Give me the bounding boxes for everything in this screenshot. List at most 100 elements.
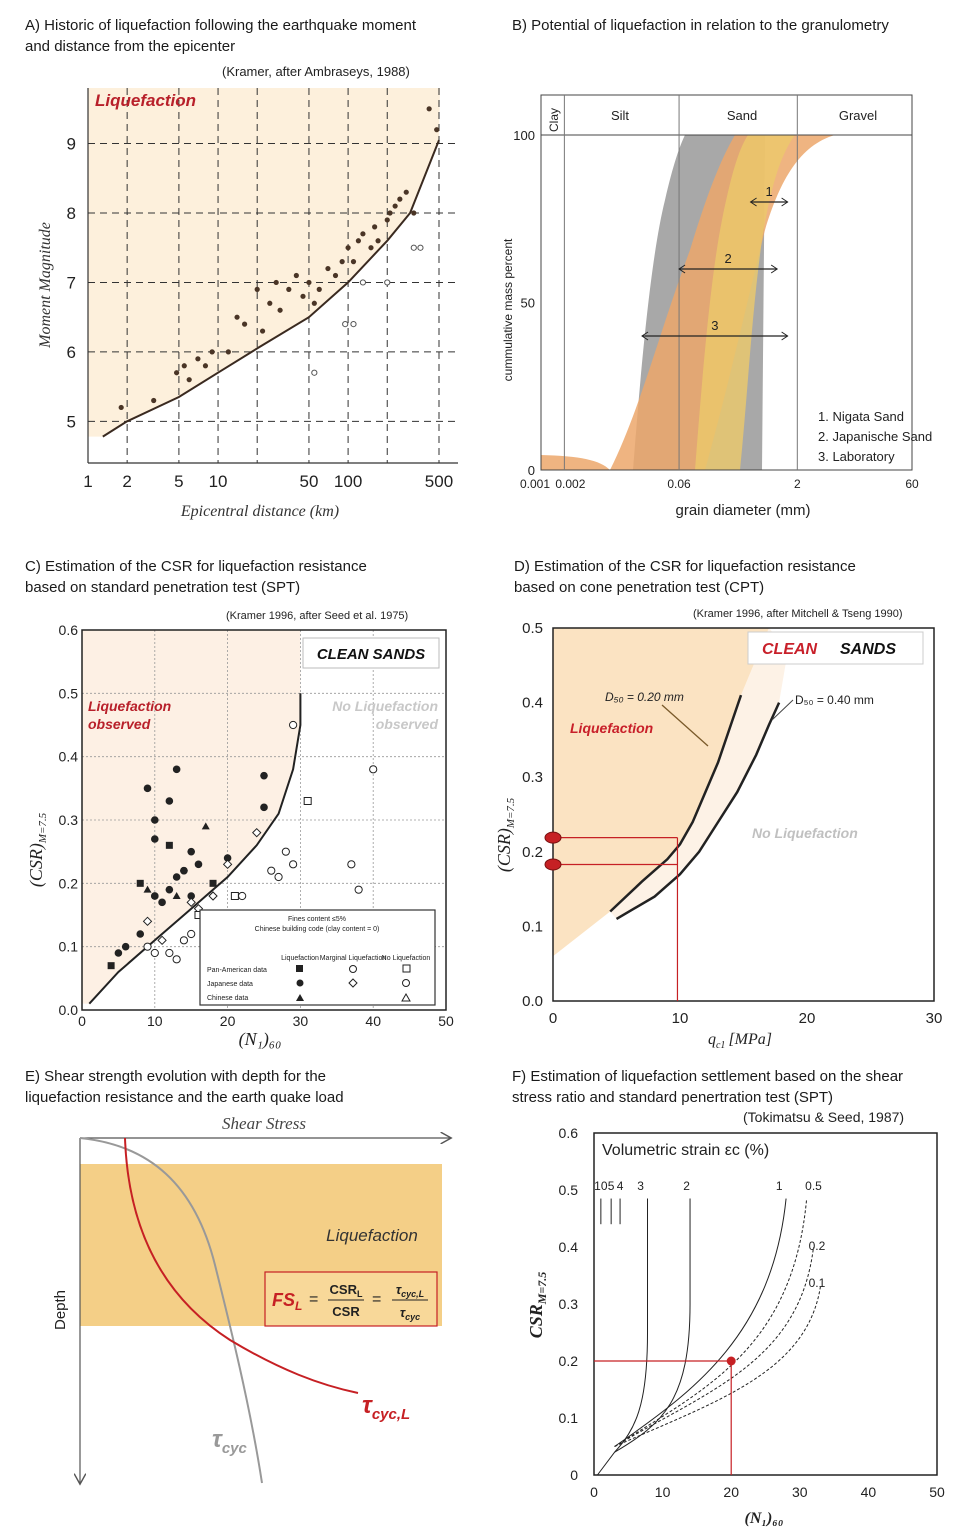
point-c-liquefaction <box>194 860 203 869</box>
point-a-liquefaction <box>372 224 378 230</box>
tick-label-c-y: 0.4 <box>59 749 79 765</box>
tau-cyc-l-label: τcyc,L <box>362 1392 410 1423</box>
point-c-marginal <box>252 827 262 838</box>
strain-curve-f-0-1 <box>614 1286 821 1447</box>
range-b-label: 3 <box>711 318 718 333</box>
legend-b-2: 2. Japanische Sand <box>818 429 932 444</box>
xlabel-b: grain diameter (mm) <box>675 502 810 519</box>
point-c-no-liquefaction <box>179 936 189 945</box>
strain-label-f: 0.1 <box>809 1276 826 1290</box>
curve-label-d-1: D₅₀ = 0.20 mm <box>605 690 684 704</box>
point-a-liquefaction <box>267 300 273 306</box>
tick-label-a-x: 50 <box>299 472 318 491</box>
boundary-curve-a <box>102 139 440 438</box>
legend-symbol-pan-liq <box>296 965 303 972</box>
points-a <box>118 106 440 411</box>
fs-box-e <box>264 1271 438 1327</box>
point-c-liquefaction <box>136 930 145 938</box>
noliq-label-d: No Liquefaction <box>752 825 858 841</box>
legend-symbol-jap-marg <box>348 978 358 988</box>
tick-label-f-y: 0.6 <box>559 1125 579 1141</box>
point-c-no-liquefaction <box>165 948 174 958</box>
point-a-liquefaction <box>259 328 266 334</box>
legend-symbol-chi-noliq <box>401 992 411 1002</box>
point-a-liquefaction <box>186 377 192 383</box>
point-c-no-liquefaction <box>238 891 247 901</box>
strain-label-f: 0.2 <box>809 1239 826 1253</box>
panel-f-source: (Tokimatsu & Seed, 1987) <box>743 1109 905 1125</box>
point-c-liquefaction <box>107 962 115 970</box>
point-c-liquefaction <box>172 765 181 774</box>
ylabel-d: (CSR)M=7.5 <box>494 797 517 872</box>
liq-label-c-1: Liquefaction <box>88 698 171 714</box>
tick-label-c-x: 0 <box>78 1013 86 1029</box>
tau-cyc-label: τcyc <box>212 1426 247 1457</box>
point-c-liquefaction <box>165 841 173 849</box>
tick-label-b-y: 50 <box>521 296 535 311</box>
point-c-liquefaction <box>143 784 152 793</box>
tick-label-d-x: 10 <box>672 1010 689 1027</box>
point-a-liquefaction <box>202 363 209 369</box>
point-a-liquefaction <box>254 286 260 292</box>
point-c-no-liquefaction <box>289 860 298 869</box>
point-c-liquefaction <box>172 873 181 881</box>
noliq-label-c-1: No Liquefaction <box>332 698 438 714</box>
point-a-no-liquefaction <box>359 279 367 286</box>
point-c-no-liquefaction <box>274 872 283 882</box>
strain-curve-f-0-5 <box>614 1198 808 1447</box>
xlabel-d: qc1 [MPa] <box>708 1031 772 1050</box>
point-c-no-liquefaction <box>289 720 298 730</box>
tick-label-c-y: 0.3 <box>59 812 79 828</box>
strain-curve-f-0-2 <box>614 1246 815 1447</box>
tick-label-f-y: 0.1 <box>559 1410 579 1426</box>
point-c-liquefaction <box>187 892 195 900</box>
ylabel-b: cummulative mass percent <box>501 238 515 381</box>
tick-label-a-y: 6 <box>67 343 76 362</box>
point-a-liquefaction <box>277 307 283 313</box>
legend-symbol-chi-liq <box>296 994 304 1001</box>
box-label-f: Volumetric strain εc (%) <box>602 1142 769 1159</box>
tick-label-a-x: 500 <box>425 472 453 491</box>
ylabel-a: Moment Magnitude <box>37 222 54 349</box>
point-a-liquefaction <box>360 231 366 237</box>
point-c-marginal <box>142 916 153 927</box>
tick-label-d-y: 0.3 <box>522 769 543 786</box>
fs-formula-e: FSL = CSRL CSR = τcyc,L τcyc <box>272 1282 428 1322</box>
point-a-no-liquefaction <box>350 321 357 328</box>
panel-a-source: (Kramer, after Ambraseys, 1988) <box>222 64 410 79</box>
sands-label-d: SANDS <box>840 641 896 658</box>
fs-eq-1: = <box>309 1291 318 1308</box>
fs-den-1: CSR <box>332 1304 360 1319</box>
tick-label-b-x: 0.06 <box>667 477 691 491</box>
tick-label-d-x: 0 <box>549 1010 557 1027</box>
header-clay: Clay <box>547 108 561 132</box>
point-a-liquefaction <box>403 189 409 195</box>
strain-label-f: 4 <box>617 1179 624 1193</box>
points-c <box>107 720 378 970</box>
point-c-liquefaction <box>165 797 174 805</box>
point-c-liquefaction <box>158 898 166 907</box>
tick-label-f-y: 0.3 <box>559 1296 579 1312</box>
point-a-liquefaction <box>173 370 180 376</box>
range-b-arrow-left <box>641 331 649 341</box>
panel-d-title-line2: based on cone penetration test (CPT) <box>514 579 765 596</box>
point-a-no-liquefaction <box>311 369 318 376</box>
panel-a-title-line1: A) Historic of liquefaction following th… <box>25 17 417 34</box>
point-c-no-liquefaction <box>150 948 159 958</box>
fs-num-1: CSRL <box>330 1282 363 1299</box>
chart-b: 1 2 3 Clay Silt Sand Gravel 0.001 0.002 0.06… <box>501 94 932 519</box>
tick-label-f-x: 10 <box>655 1484 671 1500</box>
ticks-b: 0.001 0.002 0.06 2 60 0 50 100 <box>513 128 919 491</box>
ticks-d: 0 10 20 30 0.0 0.1 0.2 0.3 0.4 0.5 <box>522 620 942 1027</box>
point-c-liquefaction <box>223 854 232 862</box>
legend-symbol-jap-liq <box>296 979 304 987</box>
point-a-liquefaction <box>384 217 390 223</box>
ylabel-c: (CSR)M=7.5 <box>26 812 49 887</box>
point-c-liquefaction <box>187 847 195 856</box>
tick-label-a-x: 100 <box>334 472 362 491</box>
header-sand: Sand <box>727 108 757 123</box>
point-c-liquefaction <box>151 816 159 824</box>
tick-label-f-y: 0 <box>570 1467 578 1483</box>
point-a-liquefaction <box>316 286 322 292</box>
point-a-liquefaction <box>345 245 351 251</box>
